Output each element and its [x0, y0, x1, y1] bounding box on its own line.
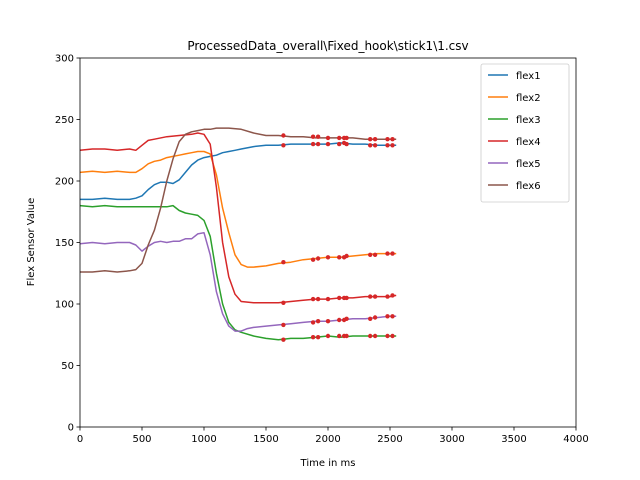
- marker-point-flex2: [281, 260, 286, 265]
- marker-point-flex1: [281, 143, 286, 148]
- x-tick-label: 1000: [191, 434, 216, 445]
- legend: flex1 flex2 flex3 flex4 flex5 flex6: [480, 63, 570, 203]
- y-tick-label: 50: [61, 361, 74, 372]
- marker-point-flex6: [372, 137, 378, 142]
- legend-label-flex4: flex4: [516, 137, 541, 148]
- y-axis-title: Flex Sensor Value: [26, 198, 37, 287]
- marker-point-flex6: [385, 137, 390, 142]
- marker-point-flex6: [325, 135, 331, 141]
- marker-point-flex5: [337, 317, 342, 323]
- marker-point-flex4: [315, 296, 321, 302]
- x-tick-label: 3000: [439, 434, 464, 445]
- marker-point-flex5: [344, 316, 349, 321]
- marker-point-flex5: [310, 320, 316, 325]
- x-tick-label: 0: [77, 434, 83, 445]
- marker-point-flex3: [325, 333, 331, 339]
- marker-point-flex3: [337, 333, 342, 339]
- marker-point-flex1: [325, 141, 331, 147]
- marker-point-flex1: [344, 141, 349, 147]
- marker-point-flex1: [368, 143, 373, 148]
- y-tick-label: 0: [68, 423, 74, 434]
- marker-point-flex5: [368, 316, 373, 321]
- x-tick-label: 2000: [315, 434, 340, 445]
- legend-box: [480, 63, 570, 203]
- marker-point-flex3: [385, 333, 390, 339]
- marker-point-flex6: [281, 133, 286, 138]
- marker-point-flex4: [337, 295, 342, 301]
- plot-area: 0 500 1000 1500 2000 2500 3000 3500 4000 0 50 100 15…: [55, 54, 589, 446]
- marker-point-flex2: [337, 255, 342, 260]
- marker-point-flex5: [390, 314, 395, 319]
- marker-point-flex2: [390, 251, 395, 256]
- marker-point-flex5: [372, 315, 378, 320]
- x-tick-label: 4000: [563, 434, 588, 445]
- y-tick-label: 300: [55, 54, 74, 65]
- marker-point-flex6: [337, 135, 342, 141]
- marker-point-flex1: [310, 141, 316, 147]
- marker-point-flex4: [368, 294, 373, 299]
- marker-point-flex3: [310, 335, 316, 340]
- marker-point-flex2: [325, 255, 331, 260]
- marker-point-flex4: [310, 296, 316, 302]
- marker-point-flex6: [390, 137, 395, 142]
- marker-point-flex1: [385, 143, 390, 148]
- marker-point-flex4: [385, 294, 390, 299]
- marker-point-flex1: [315, 141, 321, 147]
- y-tick-label: 100: [55, 300, 74, 311]
- legend-label-flex6: flex6: [516, 181, 541, 192]
- marker-point-flex4: [390, 293, 395, 298]
- marker-point-flex1: [337, 141, 342, 147]
- legend-label-flex5: flex5: [516, 159, 541, 170]
- marker-point-flex2: [372, 252, 378, 257]
- marker-point-flex6: [344, 135, 349, 141]
- legend-label-flex2: flex2: [516, 93, 541, 104]
- y-tick-label: 150: [55, 238, 74, 249]
- marker-point-flex6: [310, 134, 316, 139]
- marker-point-flex3: [315, 335, 321, 340]
- marker-point-flex5: [385, 314, 390, 319]
- marker-point-flex2: [310, 257, 316, 262]
- x-tick-label: 2500: [377, 434, 402, 445]
- marker-point-flex2: [385, 251, 390, 256]
- y-tick-label: 200: [55, 177, 74, 188]
- x-axis-title: Time in ms: [300, 458, 356, 469]
- marker-point-flex4: [325, 296, 331, 302]
- marker-point-flex2: [315, 256, 321, 261]
- x-tick-label: 500: [132, 434, 151, 445]
- x-tick-label: 3500: [501, 434, 526, 445]
- marker-point-flex5: [325, 319, 331, 324]
- marker-point-flex1: [372, 143, 378, 148]
- marker-point-flex5: [315, 319, 321, 324]
- marker-point-flex3: [281, 337, 286, 342]
- series-line-flex4: [79, 132, 397, 304]
- x-tick-label: 1500: [253, 434, 278, 445]
- marker-point-flex2: [344, 253, 349, 259]
- series-line-flex6: [80, 127, 397, 273]
- marker-point-flex1: [390, 143, 395, 148]
- y-tick-label: 250: [55, 115, 74, 126]
- chart-title: ProcessedData_overall\Fixed_hook\stick1\…: [187, 39, 468, 53]
- legend-label-flex3: flex3: [516, 115, 541, 126]
- marker-point-flex5: [281, 322, 286, 328]
- marker-point-flex4: [281, 300, 286, 305]
- marker-point-flex2: [368, 252, 373, 257]
- marker-point-flex4: [372, 294, 378, 299]
- marker-point-flex3: [344, 333, 349, 339]
- marker-point-flex3: [368, 333, 373, 339]
- marker-point-flex6: [368, 137, 373, 142]
- marker-point-flex3: [390, 333, 395, 339]
- marker-point-flex4: [344, 295, 349, 301]
- legend-label-flex1: flex1: [516, 71, 541, 82]
- marker-point-flex6: [315, 134, 321, 139]
- series-line-flex3: [79, 204, 397, 341]
- marker-point-flex3: [372, 333, 378, 339]
